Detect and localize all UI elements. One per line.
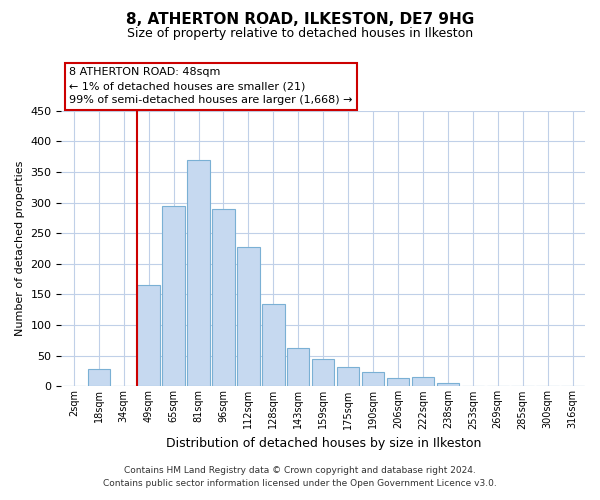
Bar bbox=[337, 367, 359, 386]
Bar bbox=[187, 160, 210, 386]
Y-axis label: Number of detached properties: Number of detached properties bbox=[15, 161, 25, 336]
Bar bbox=[88, 369, 110, 386]
Bar bbox=[387, 378, 409, 386]
Bar bbox=[312, 360, 334, 386]
Bar bbox=[287, 348, 310, 387]
Text: Contains HM Land Registry data © Crown copyright and database right 2024.
Contai: Contains HM Land Registry data © Crown c… bbox=[103, 466, 497, 487]
Bar bbox=[137, 286, 160, 386]
Bar bbox=[262, 304, 284, 386]
Bar bbox=[212, 208, 235, 386]
Bar bbox=[362, 372, 384, 386]
Text: 8, ATHERTON ROAD, ILKESTON, DE7 9HG: 8, ATHERTON ROAD, ILKESTON, DE7 9HG bbox=[126, 12, 474, 28]
Text: Size of property relative to detached houses in Ilkeston: Size of property relative to detached ho… bbox=[127, 28, 473, 40]
Bar bbox=[163, 206, 185, 386]
Bar bbox=[437, 382, 459, 386]
Text: 8 ATHERTON ROAD: 48sqm
← 1% of detached houses are smaller (21)
99% of semi-deta: 8 ATHERTON ROAD: 48sqm ← 1% of detached … bbox=[69, 67, 353, 105]
Bar bbox=[412, 377, 434, 386]
Bar bbox=[237, 246, 260, 386]
X-axis label: Distribution of detached houses by size in Ilkeston: Distribution of detached houses by size … bbox=[166, 437, 481, 450]
